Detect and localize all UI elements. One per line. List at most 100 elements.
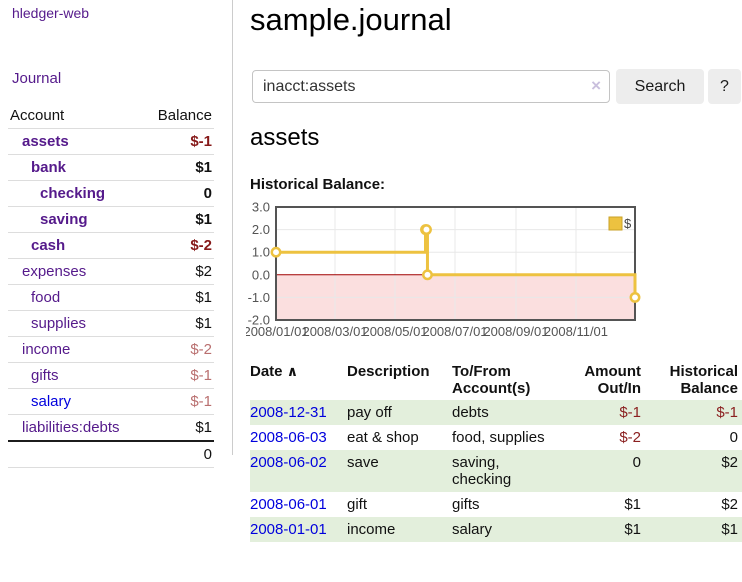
y-tick-label: 2.0 xyxy=(252,222,270,237)
account-row: supplies $1 xyxy=(8,310,214,337)
account-row: salary $-1 xyxy=(8,388,214,415)
account-balances-table: Account Balance assets $-1 bank $1 checking 0… xyxy=(8,103,214,468)
sidebar-account-link-liabilities-debts[interactable]: liabilities:debts xyxy=(22,419,120,436)
brand-link[interactable]: hledger-web xyxy=(12,5,90,21)
account-column-header: To/From Account(s) xyxy=(452,363,531,397)
x-tick-label: 2008/07/01 xyxy=(422,324,487,339)
account-balance: $1 xyxy=(144,284,214,311)
transaction-date-link[interactable]: 2008-12-31 xyxy=(250,404,327,421)
sidebar-account-link-food[interactable]: food xyxy=(31,289,61,306)
total-row: 0 xyxy=(8,440,214,468)
transaction-accounts: food, supplies xyxy=(452,429,545,446)
transaction-row: 2008-01-01 income salary $1 $1 xyxy=(250,517,742,542)
help-button[interactable]: ? xyxy=(708,69,741,104)
transaction-date-link[interactable]: 2008-06-01 xyxy=(250,496,327,513)
data-point xyxy=(422,269,433,281)
account-row: checking 0 xyxy=(8,180,214,207)
sidebar-account-link-expenses[interactable]: expenses xyxy=(22,263,87,280)
transaction-date-link[interactable]: 2008-01-01 xyxy=(250,521,327,538)
clear-search-icon[interactable]: × xyxy=(591,76,601,95)
search-input[interactable] xyxy=(252,70,610,103)
y-tick-label: 3.0 xyxy=(252,200,270,215)
description-column-header: Description xyxy=(347,363,430,380)
transaction-accounts: gifts xyxy=(452,496,480,513)
historical-balance-chart: $3.0 2.0 1.0 0.0 -1.0 -2.02008/01/012008/03/0… xyxy=(246,200,641,339)
account-balance: $-1 xyxy=(144,388,214,415)
account-balance: $-1 xyxy=(144,362,214,389)
account-row: income $-2 xyxy=(8,336,214,363)
legend-swatch-icon xyxy=(608,216,623,231)
transaction-amount: $-1 xyxy=(619,404,641,421)
transaction-row: 2008-06-02 save saving, checking 0 $2 xyxy=(250,450,742,492)
transaction-accounts: salary xyxy=(452,521,493,538)
account-heading: assets xyxy=(250,124,320,151)
page-title: sample.journal xyxy=(250,2,452,37)
transaction-balance: $1 xyxy=(721,521,738,538)
transaction-row: 2008-12-31 pay off debts $-1 $-1 xyxy=(250,400,742,425)
sidebar-account-link-salary[interactable]: salary xyxy=(31,393,72,410)
account-row: expenses $2 xyxy=(8,258,214,285)
register-table: Date ∧ Description To/From Account(s) Am… xyxy=(250,360,742,542)
legend-label: $ xyxy=(624,216,632,231)
account-balance: $1 xyxy=(144,310,214,337)
sidebar-account-link-assets[interactable]: assets xyxy=(22,133,69,150)
transaction-balance: $2 xyxy=(721,496,738,513)
account-balance: $1 xyxy=(144,414,214,441)
sidebar-account-link-supplies[interactable]: supplies xyxy=(31,315,87,332)
account-balance: $1 xyxy=(144,206,214,233)
sidebar: hledger-web Journal Account Balance asse… xyxy=(0,0,233,468)
sidebar-account-link-checking[interactable]: checking xyxy=(40,185,106,202)
account-balance: 0 xyxy=(144,180,214,207)
accounts-column-header: Account xyxy=(8,103,145,129)
transaction-date-link[interactable]: 2008-06-03 xyxy=(250,429,327,446)
y-tick-label: -2.0 xyxy=(248,313,270,328)
y-tick-label: 1.0 xyxy=(252,245,270,260)
y-tick-label: -1.0 xyxy=(248,290,270,305)
x-tick-label: 2008/01/01 xyxy=(246,324,309,339)
data-point xyxy=(629,291,641,303)
y-tick-label: 0.0 xyxy=(252,267,270,282)
search-button[interactable]: Search xyxy=(616,69,704,104)
sidebar-account-link-cash[interactable]: cash xyxy=(31,237,66,254)
transaction-description: pay off xyxy=(347,404,392,421)
amount-column-header: Amount Out/In xyxy=(584,363,641,397)
sidebar-account-link-income[interactable]: income xyxy=(22,341,71,358)
transaction-balance: 0 xyxy=(729,429,738,446)
total-balance: 0 xyxy=(144,440,214,468)
chart-title: Historical Balance: xyxy=(250,176,386,193)
account-row: gifts $-1 xyxy=(8,362,214,389)
sidebar-account-link-gifts[interactable]: gifts xyxy=(31,367,59,384)
account-row: food $1 xyxy=(8,284,214,311)
x-tick-label: 2008/11/01 xyxy=(544,324,608,339)
x-tick-label: 2008/03/01 xyxy=(302,324,367,339)
account-row: cash $-2 xyxy=(8,232,214,259)
account-balance: $-1 xyxy=(144,128,214,155)
data-point xyxy=(270,246,282,258)
transaction-amount: $1 xyxy=(624,496,641,513)
sort-ascending-icon: ∧ xyxy=(286,363,299,379)
date-column-header[interactable]: Date ∧ xyxy=(250,363,299,380)
sidebar-item-journal[interactable]: Journal xyxy=(12,70,62,87)
transaction-balance: $2 xyxy=(721,454,738,471)
account-row: bank $1 xyxy=(8,154,214,181)
transaction-description: save xyxy=(347,454,379,471)
transaction-description: eat & shop xyxy=(347,429,419,446)
transaction-description: income xyxy=(347,521,396,538)
transaction-description: gift xyxy=(347,496,368,513)
search-bar: × Search ? xyxy=(250,69,742,104)
sidebar-account-link-saving[interactable]: saving xyxy=(40,211,88,228)
transaction-amount: 0 xyxy=(632,454,641,471)
account-balance: $2 xyxy=(144,258,214,285)
transaction-amount: $1 xyxy=(624,521,641,538)
sidebar-account-link-bank[interactable]: bank xyxy=(31,159,67,176)
main-content: sample.journal × Search ? assets Histori… xyxy=(246,0,742,582)
balance-column-header: Balance xyxy=(144,103,214,129)
x-tick-label: 2008/05/01 xyxy=(362,324,427,339)
account-row: liabilities:debts $1 xyxy=(8,414,214,441)
account-balance: $-2 xyxy=(144,232,214,259)
account-row: assets $-1 xyxy=(8,128,214,155)
transaction-accounts: debts xyxy=(452,404,489,421)
transaction-amount: $-2 xyxy=(619,429,641,446)
account-row: saving $1 xyxy=(8,206,214,233)
transaction-date-link[interactable]: 2008-06-02 xyxy=(250,454,327,471)
